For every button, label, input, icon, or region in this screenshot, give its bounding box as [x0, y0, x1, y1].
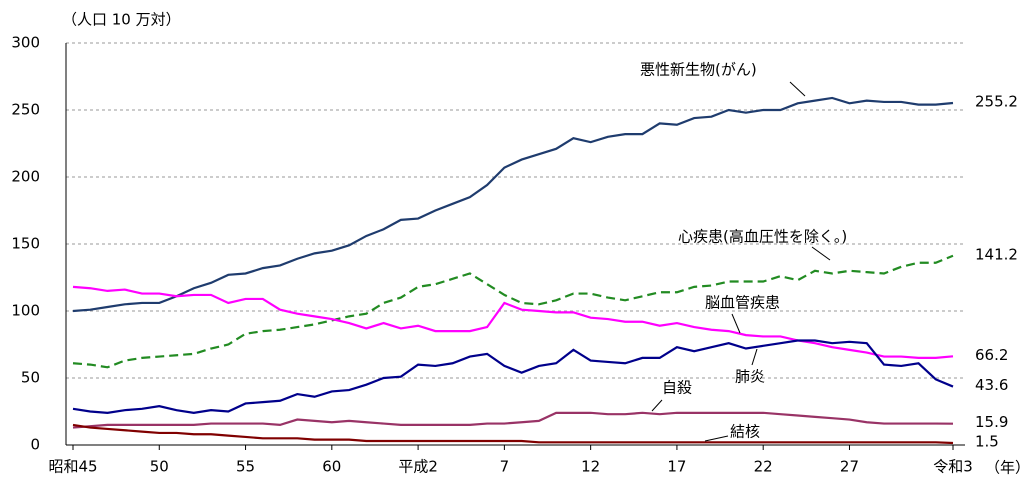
- series-line: [72, 411, 954, 429]
- x-tick-label: 60: [322, 458, 341, 476]
- y-tick-label: 150: [11, 235, 40, 253]
- end-value-label: 255.2: [975, 93, 1018, 111]
- series-label: 結核: [730, 423, 760, 441]
- series-label: 自殺: [662, 379, 692, 397]
- y-tick-label: 200: [11, 168, 40, 186]
- leader-line: [704, 435, 729, 442]
- leader-line: [751, 348, 758, 366]
- series-line: [72, 423, 954, 445]
- x-tick-label: 22: [754, 458, 773, 476]
- series-line: [72, 254, 954, 369]
- x-tick-label: 平成2: [398, 458, 438, 476]
- series-line: [72, 96, 954, 313]
- leader-line: [789, 81, 806, 97]
- series-label: 肺炎: [735, 368, 765, 386]
- x-tick-label: 55: [236, 458, 255, 476]
- x-tick-label: 50: [150, 458, 169, 476]
- end-value-label: 43.6: [975, 376, 1008, 394]
- series-label: 脳血管疾患: [705, 294, 780, 312]
- y-tick-label: 250: [11, 101, 40, 119]
- x-tick-label: 12: [581, 458, 600, 476]
- end-value-label: 141.2: [975, 245, 1018, 263]
- leader-line: [731, 313, 741, 334]
- end-value-label: 15.9: [975, 413, 1008, 431]
- leader-line: [811, 246, 831, 261]
- end-value-label: 66.2: [975, 346, 1008, 364]
- x-tick-label: 27: [840, 458, 859, 476]
- y-tick-label: 100: [11, 302, 40, 320]
- series-line: [72, 339, 954, 414]
- x-tick-label: 7: [500, 458, 510, 476]
- series-label: 心疾患(高血圧性を除く。): [678, 228, 847, 246]
- series-label: 悪性新生物(がん): [640, 61, 757, 79]
- y-tick-label: 0: [30, 436, 40, 454]
- x-tick-label: 昭和45: [48, 458, 97, 476]
- y-tick-label: 50: [21, 369, 40, 387]
- y-axis-label: （人口 10 万対）: [62, 11, 181, 29]
- x-tick-label: 17: [667, 458, 686, 476]
- end-value-label: 1.5: [975, 432, 999, 450]
- y-tick-label: 300: [11, 34, 40, 52]
- x-tick-label: 令和3: [933, 458, 973, 476]
- series-line: [72, 285, 954, 359]
- leader-line: [651, 399, 663, 412]
- x-axis-label: （年）: [985, 459, 1030, 477]
